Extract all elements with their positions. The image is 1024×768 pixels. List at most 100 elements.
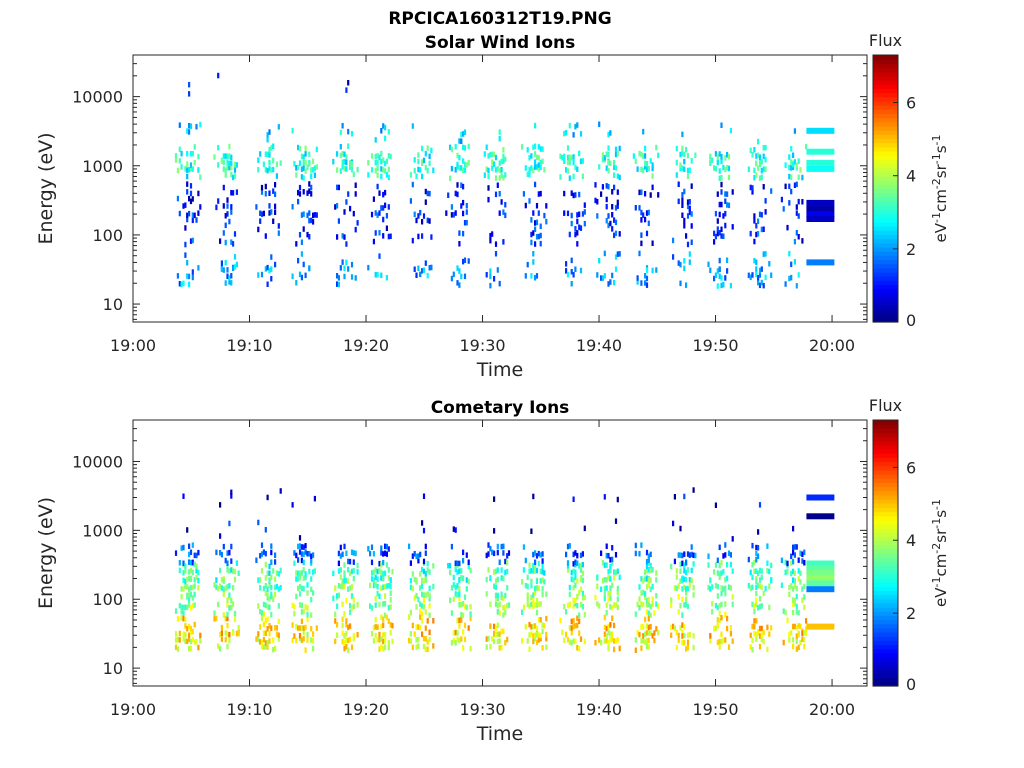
flux-cell xyxy=(354,226,357,233)
flux-cell xyxy=(260,184,264,191)
flux-cell xyxy=(178,560,181,566)
flux-cell xyxy=(647,644,650,650)
flux-cell xyxy=(718,175,721,181)
flux-cell xyxy=(233,568,237,575)
x-tick-label: 19:50 xyxy=(692,700,738,719)
flux-cell xyxy=(535,639,539,646)
flux-cell xyxy=(374,574,377,581)
flux-cell xyxy=(349,585,352,591)
flux-cell xyxy=(447,563,450,569)
flux-cell xyxy=(226,563,229,570)
flux-cell xyxy=(219,583,222,589)
flux-cell xyxy=(565,609,568,615)
flux-cell xyxy=(795,544,798,550)
flux-cell xyxy=(751,601,754,608)
flux-cell xyxy=(186,273,189,279)
flux-cell xyxy=(337,592,340,599)
flux-cell xyxy=(191,237,194,244)
flux-cell xyxy=(274,584,277,591)
flux-cell xyxy=(532,259,535,265)
flux-cell xyxy=(572,638,575,644)
flux-cell xyxy=(566,560,570,566)
colorbar-step xyxy=(873,494,898,500)
flux-cell xyxy=(295,593,298,600)
flux-cell xyxy=(174,608,178,614)
flux-cell xyxy=(298,602,302,608)
flux-cell xyxy=(601,275,604,281)
flux-cell xyxy=(563,190,566,197)
flux-cell xyxy=(780,582,783,589)
flux-cell xyxy=(191,212,194,218)
flux-cell xyxy=(760,266,763,272)
flux-cell xyxy=(300,153,303,160)
flux-cell xyxy=(688,552,691,558)
flux-cell xyxy=(649,562,652,569)
energy-strip-line xyxy=(806,259,835,266)
flux-cell xyxy=(174,637,178,643)
flux-cell xyxy=(186,173,189,180)
flux-cell xyxy=(539,617,542,623)
flux-cell xyxy=(491,151,494,158)
flux-cell xyxy=(230,493,233,499)
colorbar-step xyxy=(873,267,898,273)
colorbar-step xyxy=(873,259,898,265)
flux-cell xyxy=(489,151,492,158)
flux-cell xyxy=(685,646,688,652)
flux-cell xyxy=(679,625,682,631)
flux-cell xyxy=(382,167,385,173)
flux-cell xyxy=(493,528,496,534)
flux-cell xyxy=(574,231,577,238)
flux-cell xyxy=(493,569,496,575)
flux-cell xyxy=(337,550,340,557)
flux-cell xyxy=(424,625,427,631)
colorbar-step xyxy=(873,305,898,311)
flux-cell xyxy=(268,166,271,172)
flux-cell xyxy=(298,633,302,639)
flux-cell xyxy=(384,632,387,638)
energy-strip-line xyxy=(806,127,835,134)
flux-cell xyxy=(797,576,800,582)
flux-cell xyxy=(272,166,275,173)
flux-cell xyxy=(686,173,690,180)
flux-cell xyxy=(498,601,501,607)
flux-cell xyxy=(341,630,344,636)
flux-cell xyxy=(224,557,227,564)
colorbar-tick-label: 4 xyxy=(906,167,916,186)
flux-cell xyxy=(186,128,189,134)
flux-cell xyxy=(465,552,468,558)
flux-cell xyxy=(534,164,537,170)
flux-cell xyxy=(572,618,575,624)
axes-frame xyxy=(132,54,868,323)
flux-cell xyxy=(352,635,355,642)
flux-cell xyxy=(262,644,265,650)
flux-cell xyxy=(576,218,579,225)
flux-cell xyxy=(182,631,185,637)
flux-cell xyxy=(726,257,729,263)
flux-cell xyxy=(188,645,191,652)
flux-cell xyxy=(690,211,693,217)
x-tick-label: 19:20 xyxy=(343,336,389,355)
flux-cell xyxy=(526,171,529,178)
flux-cell xyxy=(415,272,418,278)
flux-cell xyxy=(507,602,511,608)
flux-cell xyxy=(384,543,387,550)
flux-cell xyxy=(274,559,277,565)
flux-cell xyxy=(367,172,370,178)
flux-cell xyxy=(463,636,467,643)
flux-cell xyxy=(356,220,359,226)
flux-cell xyxy=(502,575,505,582)
flux-cell xyxy=(226,631,229,637)
flux-cell xyxy=(672,623,675,630)
flux-cell xyxy=(642,153,645,159)
flux-cell xyxy=(219,238,222,244)
colorbar-step xyxy=(873,63,898,69)
flux-cell xyxy=(270,276,273,282)
flux-cell xyxy=(189,165,193,172)
flux-cell xyxy=(419,614,422,620)
colorbar-step xyxy=(873,548,898,554)
flux-cell xyxy=(302,165,305,171)
flux-cell xyxy=(485,576,488,583)
flux-cell xyxy=(304,272,307,279)
flux-cell xyxy=(563,637,566,643)
flux-cell xyxy=(462,158,465,164)
